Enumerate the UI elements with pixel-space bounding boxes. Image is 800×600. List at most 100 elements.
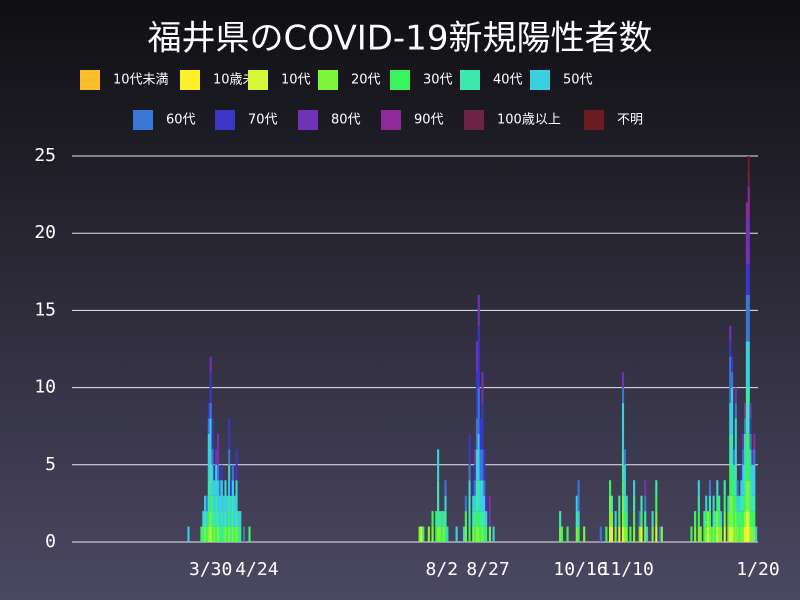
bar-segment (479, 511, 482, 527)
x-tick-label: 10/16 (553, 559, 607, 580)
bar-segment (464, 495, 467, 512)
bar-segment (644, 526, 647, 542)
bar-segment (751, 526, 754, 542)
legend-label: 60代 (166, 113, 196, 128)
bar-segment (437, 511, 440, 527)
bar-segment (205, 526, 209, 542)
bar-segment (472, 511, 475, 527)
y-tick-label: 20 (34, 222, 56, 243)
bar-segment (751, 511, 754, 527)
bar-segment (743, 433, 747, 465)
bar-segment (734, 464, 737, 496)
bar-segment (209, 511, 212, 527)
bar-segment (708, 495, 711, 512)
bar-segment (731, 433, 734, 465)
bar-segment (742, 495, 745, 512)
bar-segment (731, 526, 734, 542)
bar-segment (559, 511, 562, 527)
bar-segment (427, 526, 430, 542)
legend-label: 10代未満 (113, 73, 169, 88)
bar-segment (618, 526, 621, 542)
bar-segment (736, 495, 739, 512)
bar-segment (621, 387, 625, 404)
bar-segment (437, 526, 440, 542)
bar-segment (239, 511, 242, 527)
y-tick-label: 25 (34, 145, 56, 166)
bar-segment (209, 356, 212, 373)
x-tick-label: 4/24 (235, 559, 278, 580)
x-tick-label: 8/27 (466, 559, 509, 580)
bar-segment (211, 495, 214, 527)
bar-segment (474, 480, 477, 496)
bar-segment (211, 526, 214, 542)
bar-segment (640, 511, 643, 527)
bar-segment (747, 511, 750, 527)
bar-segment (708, 526, 711, 542)
bar-segment (621, 372, 625, 388)
bar-segment (577, 511, 580, 527)
bar-segment (483, 449, 486, 481)
bar-segment (727, 526, 730, 542)
bar-segment (422, 526, 425, 542)
bar-segment (745, 387, 748, 434)
bar-segment (435, 511, 438, 527)
bar-segment (655, 480, 658, 496)
legend-swatch (390, 70, 410, 90)
bar-segment (638, 526, 641, 542)
bar-segment (623, 464, 626, 496)
bar-segment (747, 294, 750, 342)
bar-segment (729, 403, 732, 434)
bar-segment (224, 511, 227, 527)
bar-segment (625, 495, 628, 512)
bar-segment (644, 511, 647, 527)
bar-segment (716, 480, 719, 496)
bar-segment (605, 526, 608, 542)
bar-segment (477, 480, 480, 512)
bar-segment (237, 511, 240, 527)
bar-segment (437, 480, 440, 512)
bar-segment (213, 480, 216, 512)
bar-segment (235, 480, 238, 512)
bar-segment (560, 526, 564, 542)
bar-segment (431, 511, 434, 527)
bar-segment (640, 526, 643, 542)
bar-segment (734, 418, 737, 465)
bar-segment (736, 480, 739, 496)
bar-segment (481, 372, 484, 404)
bar-segment (745, 294, 748, 342)
bar-segment (734, 495, 737, 512)
bar-segment (703, 511, 706, 527)
bar-segment (718, 495, 721, 512)
x-tick-label: 8/2 (426, 559, 459, 580)
bar-segment (477, 387, 480, 434)
bar-segment (468, 464, 471, 481)
bar-segment (621, 403, 625, 450)
bar-segment (747, 341, 750, 388)
bar-segment (468, 433, 471, 465)
bar-segment (211, 449, 214, 465)
bar-segment (703, 526, 706, 542)
bar-segment (488, 511, 491, 527)
x-tick-label: 1/20 (736, 559, 779, 580)
bar-segment (222, 495, 225, 527)
bar-segment (226, 526, 229, 542)
bar-segment (235, 526, 238, 542)
bar-segment (697, 495, 700, 512)
bar-segment (474, 511, 477, 527)
bar-segment (438, 511, 442, 527)
legend-swatch (584, 110, 604, 130)
bar-segment (753, 464, 756, 496)
bar-segment (614, 511, 617, 527)
bar-segment (745, 202, 748, 218)
bar-segment (235, 449, 238, 481)
bar-segment (743, 464, 747, 496)
bar-segment (207, 403, 210, 419)
bar-segment (640, 495, 643, 512)
bar-segment (468, 526, 471, 542)
bar-segment (729, 526, 732, 542)
chart-title: 福井県のCOVID-19新規陽性者数 (148, 19, 653, 59)
bar-segment (229, 495, 233, 527)
bar-segment (474, 464, 477, 481)
bar-segment (751, 449, 754, 465)
bar-segment (712, 526, 715, 542)
